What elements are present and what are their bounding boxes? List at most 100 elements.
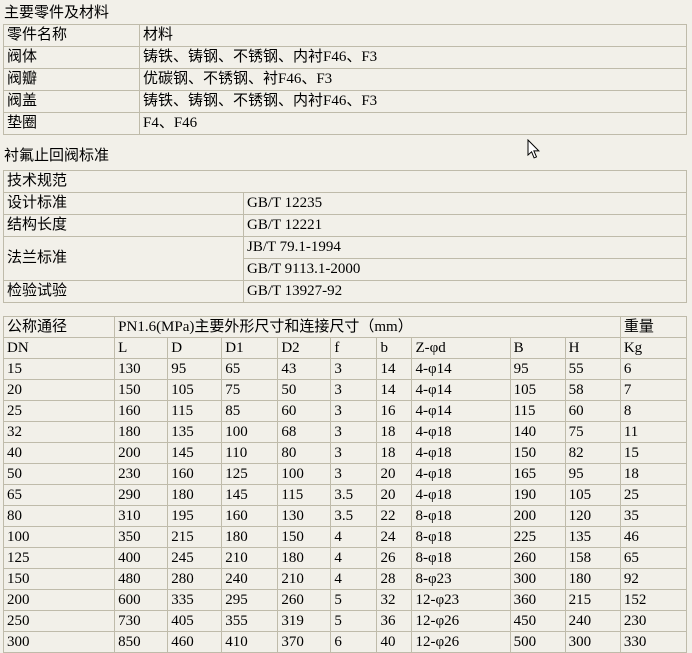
- table-cell: 4-φ18: [411, 421, 511, 443]
- table-cell: 65: [2, 484, 116, 506]
- table-cell: 60: [277, 400, 332, 422]
- section-header-cell: 技术规范: [3, 170, 687, 193]
- table-cell: 4: [330, 547, 378, 569]
- table-cell: 3: [330, 421, 378, 443]
- table-cell: 360: [509, 589, 566, 611]
- table-row: 32 180 135 100 68 3 18 4-φ18 140 75 11: [2, 421, 688, 443]
- table-cell: 8-φ18: [411, 505, 511, 527]
- table-cell: 阀瓣: [3, 68, 140, 91]
- table-cell: 7: [619, 379, 688, 401]
- table-cell: 400: [114, 547, 169, 569]
- column-header: D1: [221, 337, 279, 359]
- table-cell: JB/T 79.1-1994: [243, 236, 687, 259]
- table-cell: 160: [114, 400, 169, 422]
- table-cell: 200: [509, 505, 566, 527]
- table-cell: 319: [277, 610, 332, 632]
- table-cell: 40: [2, 442, 116, 464]
- table-cell: 230: [114, 463, 169, 485]
- table-cell: 25: [2, 400, 116, 422]
- table-cell: 5: [330, 589, 378, 611]
- table-cell: 3.5: [330, 484, 378, 506]
- table-cell: 32: [376, 589, 413, 611]
- table-cell: 12-φ23: [411, 589, 511, 611]
- table-row: 检验试验 GB/T 13927-92: [3, 280, 687, 303]
- table-cell: 3: [330, 358, 378, 380]
- column-header: Kg: [619, 337, 688, 359]
- table-cell: GB/T 12221: [243, 214, 687, 237]
- table-cell: 75: [221, 379, 279, 401]
- table-cell: 20: [376, 463, 413, 485]
- table-cell: 20: [2, 379, 116, 401]
- table-cell: F4、F46: [139, 112, 687, 135]
- table-cell: 20: [376, 484, 413, 506]
- table-cell: 25: [619, 484, 688, 506]
- table-cell: GB/T 9113.1-2000: [243, 258, 687, 281]
- table-row: 阀体 铸铁、铸钢、不锈钢、内衬F46、F3: [3, 46, 687, 69]
- table-cell: 68: [277, 421, 332, 443]
- table-cell: 75: [564, 421, 621, 443]
- table-cell: 50: [277, 379, 332, 401]
- table-row: 150 480 280 240 210 4 28 8-φ23 300 180 92: [2, 568, 688, 590]
- column-header: 材料: [139, 24, 687, 47]
- table-cell: 4: [330, 526, 378, 548]
- table-cell: 18: [376, 442, 413, 464]
- table-cell: 180: [221, 526, 279, 548]
- table-row: 250 730 405 355 319 5 36 12-φ26 450 240 230: [2, 610, 688, 632]
- table-cell: 65: [221, 358, 279, 380]
- table-cell: 125: [221, 463, 279, 485]
- table-cell: 115: [167, 400, 223, 422]
- group-header: PN1.6(MPa)主要外形尺寸和连接尺寸（mm）: [114, 316, 621, 338]
- table-cell: 95: [564, 463, 621, 485]
- table-cell: 160: [167, 463, 223, 485]
- table-cell: 290: [114, 484, 169, 506]
- table-cell: 8-φ18: [411, 526, 511, 548]
- table-cell: 95: [509, 358, 566, 380]
- table-cell: 3.5: [330, 505, 378, 527]
- dimensions-table: 公称通径 PN1.6(MPa)主要外形尺寸和连接尺寸（mm） 重量 DN L D D1 D2 f…: [2, 316, 688, 653]
- table-cell: 250: [2, 610, 116, 632]
- table-row: 设计标准 GB/T 12235: [3, 192, 687, 215]
- table-cell: 215: [167, 526, 223, 548]
- table-cell: 135: [167, 421, 223, 443]
- table-cell: 195: [167, 505, 223, 527]
- table-cell: 180: [564, 568, 621, 590]
- table-cell: 158: [564, 547, 621, 569]
- table-row: 法兰标准 JB/T 79.1-1994: [3, 236, 687, 281]
- table-cell: 28: [376, 568, 413, 590]
- table-cell: 40: [376, 631, 413, 653]
- table-row: 200 600 335 295 260 5 32 12-φ23 360 215 152: [2, 589, 688, 611]
- table-cell: 350: [114, 526, 169, 548]
- group-header: 重量: [619, 316, 688, 338]
- table-cell: 150: [277, 526, 332, 548]
- table-cell: 14: [376, 379, 413, 401]
- table-cell: 58: [564, 379, 621, 401]
- row-label: 法兰标准: [3, 236, 244, 281]
- table-cell: 24: [376, 526, 413, 548]
- table-cell: 4-φ14: [411, 379, 511, 401]
- table-cell: 36: [376, 610, 413, 632]
- table-row: 结构长度 GB/T 12221: [3, 214, 687, 237]
- table-cell: 500: [509, 631, 566, 653]
- table-cell: 450: [509, 610, 566, 632]
- standards-table: 技术规范 设计标准 GB/T 12235 结构长度 GB/T 12221 法兰标准 JB/T…: [3, 170, 687, 303]
- table-cell: 55: [564, 358, 621, 380]
- parts-materials-table: 零件名称 材料 阀体 铸铁、铸钢、不锈钢、内衬F46、F3 阀瓣 优碳钢、不锈钢、衬F46…: [3, 24, 687, 135]
- table-cell: 4-φ18: [411, 442, 511, 464]
- table-cell: 15: [619, 442, 688, 464]
- table-cell: 4-φ18: [411, 463, 511, 485]
- table-cell: 135: [564, 526, 621, 548]
- table-cell: 230: [619, 610, 688, 632]
- table-row: DN L D D1 D2 f b Z-φd B H Kg: [2, 337, 688, 359]
- table-row: 阀盖 铸铁、铸钢、不锈钢、内衬F46、F3: [3, 90, 687, 113]
- table-cell: 165: [509, 463, 566, 485]
- table-cell: 50: [2, 463, 116, 485]
- table-row: 65 290 180 145 115 3.5 20 4-φ18 190 105 25: [2, 484, 688, 506]
- table-cell: 130: [277, 505, 332, 527]
- table-cell: 100: [2, 526, 116, 548]
- table-cell: 180: [167, 484, 223, 506]
- table-cell: 92: [619, 568, 688, 590]
- table-row: 技术规范: [3, 170, 687, 193]
- table-cell: 355: [221, 610, 279, 632]
- table-row: 零件名称 材料: [3, 24, 687, 47]
